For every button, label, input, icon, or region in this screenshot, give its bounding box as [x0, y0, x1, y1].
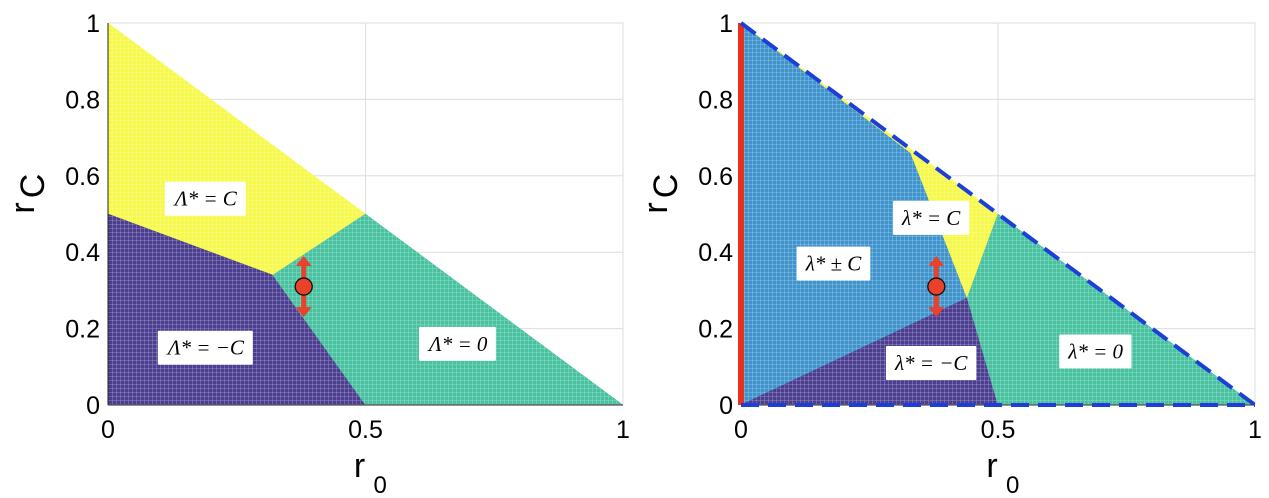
region-label: λ* ± C	[805, 252, 863, 276]
region-label: λ* = C	[901, 206, 961, 230]
x-tick-label: 0	[734, 416, 748, 444]
region-label-box	[157, 330, 253, 365]
y-tick-label: 0	[86, 392, 100, 420]
region-label-group: λ* ± C	[796, 246, 871, 281]
region-label: λ* = 0	[1067, 340, 1123, 364]
marker-point	[927, 277, 946, 296]
y-tick-label: 0.6	[698, 163, 733, 191]
y-tick-label: 0.6	[65, 163, 100, 191]
region-label-box	[419, 326, 496, 361]
region-label-box	[1059, 334, 1132, 369]
y-axis-label: r	[637, 202, 675, 213]
y-tick-label: 1	[719, 10, 733, 38]
region-label-group: Λ* = −C	[157, 330, 253, 365]
region-mesh	[967, 214, 1255, 405]
y-axis-label: r	[4, 202, 42, 213]
y-axis-label-group: rC	[637, 174, 685, 214]
marker-arrow-head-down	[928, 307, 945, 318]
region-label-group: λ* = C	[893, 200, 970, 235]
y-tick-label: 0.2	[65, 316, 100, 344]
y-tick-label: 0.4	[65, 239, 100, 267]
region-label: Λ* = C	[173, 187, 238, 211]
region-label-box	[164, 181, 246, 216]
marker-point	[294, 277, 313, 296]
marker-arrow-head-up	[295, 256, 312, 267]
y-tick-label: 1	[86, 10, 100, 38]
y-tick-label: 0.2	[698, 316, 733, 344]
x-axis-label: r	[354, 447, 365, 485]
x-tick-label: 0	[101, 416, 115, 444]
region-label-group: Λ* = 0	[419, 326, 496, 361]
y-axis-label-group: rC	[4, 174, 52, 214]
x-tick-label: 0.5	[981, 416, 1016, 444]
region-label-group: λ* = 0	[1059, 334, 1132, 369]
region-mesh	[741, 23, 968, 405]
x-axis-label: r	[986, 447, 997, 485]
region-mesh	[272, 214, 623, 405]
x-tick-label: 1	[1248, 416, 1262, 444]
x-axis-label-sub: 0	[374, 472, 387, 498]
region-label-group: Λ* = C	[164, 181, 246, 216]
x-tick-label: 1	[616, 416, 630, 444]
region-mesh	[741, 23, 998, 299]
y-axis-label-sub: C	[14, 174, 52, 199]
x-axis-label-sub: 0	[1006, 472, 1019, 498]
region-label-group: λ* = −C	[885, 345, 977, 380]
y-tick-label: 0.4	[698, 239, 733, 267]
y-tick-label: 0.8	[698, 86, 733, 114]
region-label: λ* = −C	[894, 351, 968, 375]
region-label-box	[885, 345, 977, 380]
region-label: Λ* = −C	[166, 336, 245, 360]
y-axis-label-sub: C	[647, 174, 685, 199]
region-label-box	[893, 200, 970, 235]
region-label-box	[796, 246, 871, 281]
x-tick-label: 0.5	[348, 416, 383, 444]
marker-arrow-head-up	[928, 256, 945, 267]
region-label: Λ* = 0	[427, 332, 488, 356]
y-tick-label: 0.8	[65, 86, 100, 114]
y-tick-label: 0	[719, 392, 733, 420]
marker-arrow-head-down	[295, 307, 312, 318]
